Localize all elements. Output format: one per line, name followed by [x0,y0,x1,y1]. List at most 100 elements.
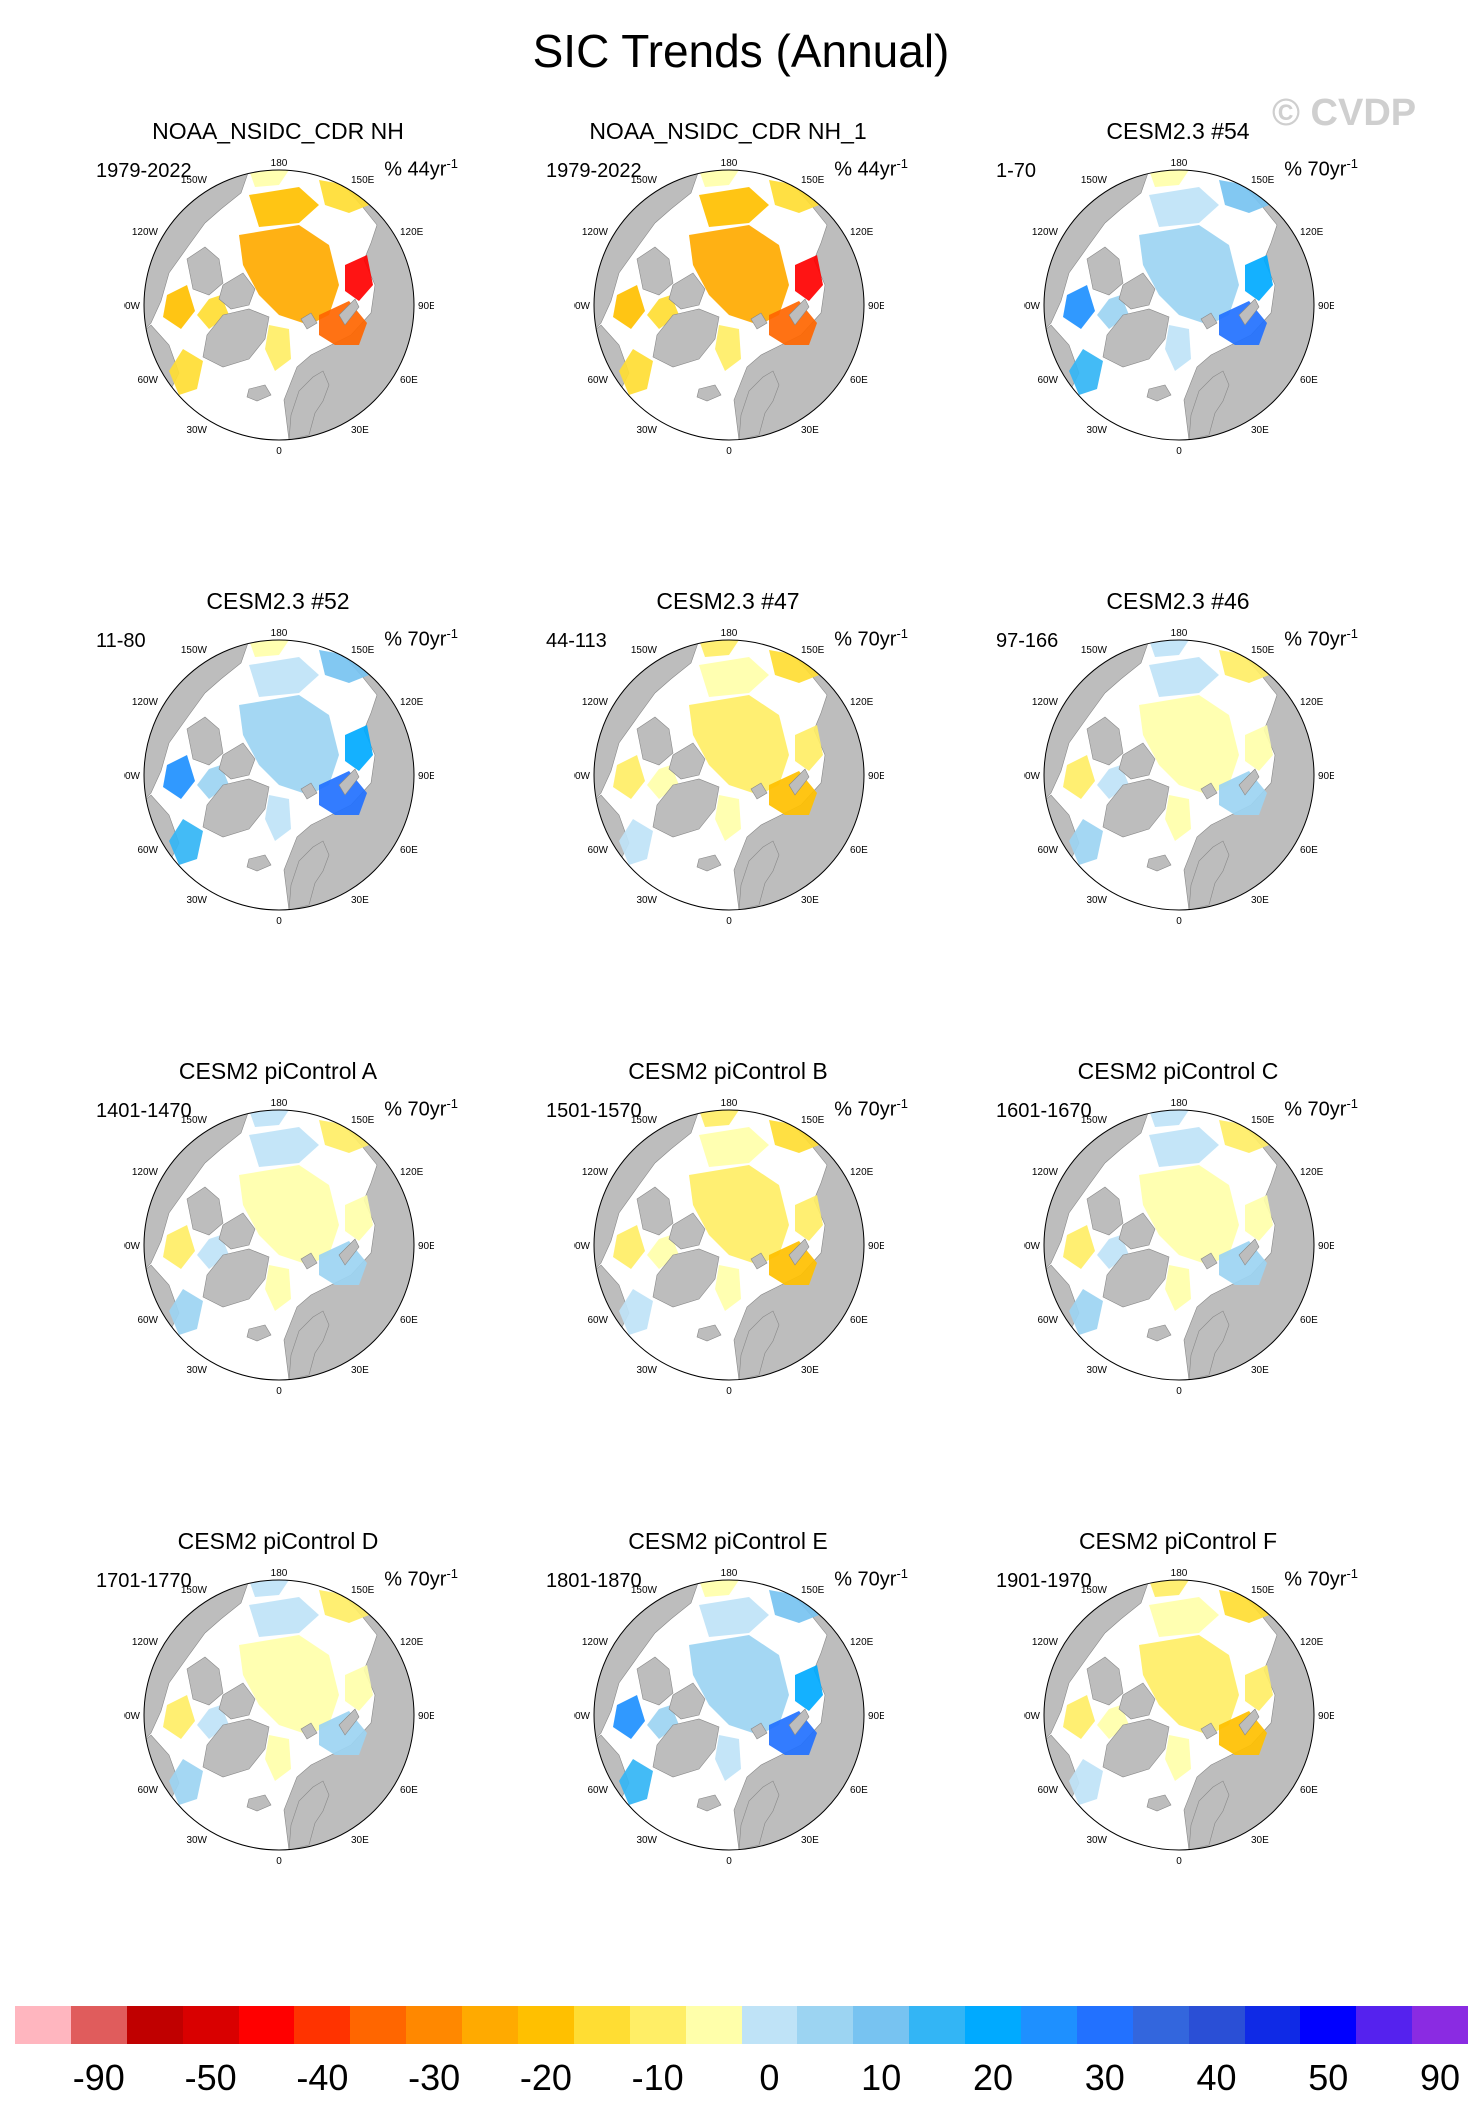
ellesmere-island [1118,1212,1156,1250]
sic-patch-hudson-bay [163,285,195,329]
lon-label-150e: 150E [1251,645,1275,656]
scandinavia-landmass [738,370,780,440]
lon-label-30e: 30E [1251,1365,1269,1376]
map-panel-12: CESM2 piControl F 1901-1970 % 70yr-1 [952,1528,1404,1988]
sic-patch-central-arctic [1139,695,1239,795]
lon-label-180: 180 [1171,628,1188,639]
panel-year-range: 1-70 [996,160,1037,182]
lon-label-150e: 150E [801,645,825,656]
lon-label-30w: 30W [1086,1365,1107,1376]
iceland [696,1324,722,1342]
sic-patch-bering-sea [1149,1110,1189,1127]
lon-label-90w: 90W [1024,1241,1041,1252]
lon-label-0: 0 [276,446,282,457]
sic-trend-field [613,1580,823,1805]
colorbar-swatch [126,2006,183,2044]
lon-label-180: 180 [271,1568,288,1579]
lon-label-0: 0 [726,1386,732,1397]
sic-patch-kara-sea [1245,725,1273,771]
greenland-landmass [1102,1248,1170,1308]
polar-map: 180 150E 120E 90E 60E 30E 0 30W 60W 90W … [574,1568,884,1867]
ellesmere-island [218,1682,256,1720]
lon-label-30e: 30E [351,895,369,906]
lon-label-180: 180 [1171,1098,1188,1109]
lon-label-60w: 60W [137,845,158,856]
map-boundary [143,1109,415,1381]
lon-label-120e: 120E [1300,227,1324,238]
map-panel-5: CESM2.3 #47 44-113 % 70yr-1 [502,588,954,1048]
sic-trend-field [1063,1580,1273,1805]
lon-label-30w: 30W [186,1365,207,1376]
scandinavia-landmass [288,1310,330,1380]
sic-patch-greenland-sea [1165,795,1191,841]
map-boundary [143,169,415,441]
panel-units: % 70yr-1 [1284,156,1358,181]
sic-patch-hudson-bay [163,1695,195,1739]
lon-label-30e: 30E [1251,1835,1269,1846]
svalbard [750,782,768,800]
panel-title: CESM2.3 #47 [656,588,800,614]
ellesmere-island [1118,742,1156,780]
map-panel-1: NOAA_NSIDC_CDR NH 1979-2022 % 44yr-1 [52,118,504,578]
lon-label-120e: 120E [850,1167,874,1178]
map-panel-10: CESM2 piControl D 1701-1770 % 70yr-1 [52,1528,504,1988]
colorbar-swatch [238,2006,295,2044]
ellesmere-island [218,272,256,310]
lon-label-120w: 120W [132,697,159,708]
polar-map: 180 150E 120E 90E 60E 30E 0 30W 60W 90W … [1024,1098,1334,1397]
lon-label-30w: 30W [636,425,657,436]
colorbar-label: 0 [759,2057,780,2098]
colorbar-swatch [853,2006,910,2044]
sic-patch-bering-sea [699,640,739,657]
scandinavia-landmass [1188,1780,1230,1850]
svalbard [750,1252,768,1270]
polar-map: 180 150E 120E 90E 60E 30E 0 30W 60W 90W … [124,1568,434,1867]
lon-label-90w: 90W [574,301,591,312]
lon-label-90e: 90E [868,1711,884,1722]
sic-patch-central-arctic [239,695,339,795]
sic-patch-central-arctic [1139,225,1239,325]
novaya-zemlya [338,1238,360,1266]
map-boundary [1043,169,1315,441]
panel-title: CESM2 piControl E [628,1528,828,1554]
lon-label-120e: 120E [400,697,424,708]
lon-label-150w: 150W [1081,645,1108,656]
novaya-zemlya [788,1238,810,1266]
lon-label-180: 180 [271,1098,288,1109]
map-boundary [1043,1109,1315,1381]
novaya-zemlya [1238,1238,1260,1266]
map-boundary [1043,1579,1315,1851]
sic-patch-greenland-sea [715,1265,741,1311]
lon-label-60w: 60W [587,845,608,856]
lon-label-150w: 150W [1081,1585,1108,1596]
lon-label-60e: 60E [1300,1315,1318,1326]
lon-label-120w: 120W [132,227,159,238]
colorbar-label: -90 [72,2057,125,2098]
sic-patch-chukchi-sea [249,187,319,227]
sic-patch-chukchi-sea [249,1597,319,1637]
sic-patch-central-arctic [689,225,789,325]
panel-year-range: 1601-1670 [996,1100,1092,1122]
sic-patch-chukchi-sea [699,187,769,227]
panel-units: % 44yr-1 [834,156,908,181]
sic-patch-chukchi-sea [1149,657,1219,697]
sic-trend-field [163,640,373,865]
canadian-archipelago [186,246,224,296]
canadian-archipelago [1086,716,1124,766]
sic-patch-kara-sea [795,725,823,771]
sic-patch-labrador-sea [169,1289,203,1335]
sic-patch-chukchi-sea [699,657,769,697]
sic-patch-bering-sea [699,1580,739,1597]
novaya-zemlya [1238,1708,1260,1736]
sic-patch-labrador-sea [1069,819,1103,865]
polar-map: 180 150E 120E 90E 60E 30E 0 30W 60W 90W … [1024,628,1334,927]
panel-title: NOAA_NSIDC_CDR NH_1 [589,118,867,144]
lon-label-90e: 90E [1318,771,1334,782]
lon-label-180: 180 [271,158,288,169]
sic-patch-greenland-sea [715,1735,741,1781]
sic-patch-hudson-bay [613,1695,645,1739]
panel-units: % 70yr-1 [384,1096,458,1121]
lon-label-0: 0 [1176,916,1182,927]
sic-patch-central-arctic [1139,1165,1239,1265]
lon-label-60w: 60W [1037,1315,1058,1326]
